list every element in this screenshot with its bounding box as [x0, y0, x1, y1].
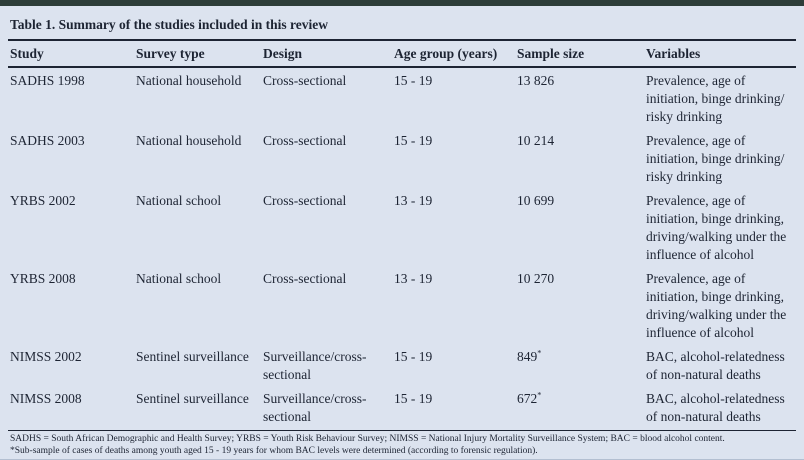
cell-survey-type: National household	[136, 133, 242, 148]
cell-sample-size: 13 826	[515, 67, 644, 128]
cell-study: YRBS 2008	[10, 271, 76, 286]
cell-variables: BAC, alcohol-relatedness of non-natural …	[646, 391, 785, 424]
cell-sample-size: 10 214	[515, 128, 644, 188]
footnote-abbreviations: SADHS = South African Demographic and He…	[10, 434, 725, 444]
col-header-sample-size: Sample size	[515, 41, 644, 68]
cell-study: SADHS 1998	[10, 73, 85, 88]
table-row: NIMSS 2008 Sentinel surveillance Surveil…	[8, 386, 796, 428]
sample-size-value: 849	[517, 349, 538, 364]
sample-size-value: 10 699	[517, 193, 555, 208]
table-title: Table 1. Summary of the studies included…	[8, 12, 796, 41]
cell-age-group: 15 - 19	[394, 391, 433, 406]
cell-survey-type: National household	[136, 73, 242, 88]
col-header-design: Design	[261, 41, 392, 68]
cell-sample-size: 672*	[515, 386, 644, 428]
cell-survey-type: Sentinel surveillance	[136, 349, 249, 364]
cell-variables: Prevalence, age of initiation, binge dri…	[646, 271, 787, 340]
table-top-rule	[0, 0, 804, 6]
table-row: SADHS 1998 National household Cross-sect…	[8, 67, 796, 128]
col-header-survey-type: Survey type	[134, 41, 261, 68]
cell-study: SADHS 2003	[10, 133, 85, 148]
studies-table: Study Survey type Design Age group (year…	[8, 41, 796, 428]
table-row: YRBS 2002 National school Cross-sectiona…	[8, 188, 796, 266]
cell-age-group: 15 - 19	[394, 133, 433, 148]
header-row: Study Survey type Design Age group (year…	[8, 41, 796, 68]
cell-variables: Prevalence, age of initiation, binge dri…	[646, 193, 787, 262]
cell-sample-size: 10 270	[515, 266, 644, 344]
cell-sample-size: 849*	[515, 344, 644, 386]
cell-survey-type: Sentinel surveillance	[136, 391, 249, 406]
footnote-marker: *	[537, 348, 542, 358]
table-row: YRBS 2008 National school Cross-sectiona…	[8, 266, 796, 344]
cell-variables: Prevalence, age of initiation, binge dri…	[646, 73, 785, 124]
cell-design: Cross-sectional	[263, 193, 347, 208]
cell-age-group: 13 - 19	[394, 271, 433, 286]
footnote-subsample: *Sub-sample of cases of deaths among you…	[10, 445, 538, 456]
sample-size-value: 13 826	[517, 73, 555, 88]
cell-variables: Prevalence, age of initiation, binge dri…	[646, 133, 785, 184]
sample-size-value: 10 270	[517, 271, 555, 286]
cell-survey-type: National school	[136, 271, 222, 286]
sample-size-value: 672	[517, 391, 538, 406]
table-row: NIMSS 2002 Sentinel surveillance Surveil…	[8, 344, 796, 386]
cell-age-group: 15 - 19	[394, 349, 433, 364]
sample-size-value: 10 214	[517, 133, 555, 148]
col-header-study: Study	[8, 41, 134, 68]
cell-design: Cross-sectional	[263, 73, 347, 88]
table-footnotes: SADHS = South African Demographic and He…	[8, 430, 796, 457]
cell-study: YRBS 2002	[10, 193, 76, 208]
cell-survey-type: National school	[136, 193, 222, 208]
cell-sample-size: 10 699	[515, 188, 644, 266]
cell-design: Cross-sectional	[263, 271, 347, 286]
cell-design: Cross-sectional	[263, 133, 347, 148]
cell-age-group: 15 - 19	[394, 73, 433, 88]
footnote-marker: *	[537, 390, 542, 400]
cell-design: Surveillance/cross- sectional	[263, 349, 367, 382]
cell-study: NIMSS 2002	[10, 349, 82, 364]
cell-age-group: 13 - 19	[394, 193, 433, 208]
col-header-age-group: Age group (years)	[392, 41, 515, 68]
cell-study: NIMSS 2008	[10, 391, 82, 406]
col-header-variables: Variables	[644, 41, 796, 68]
table-row: SADHS 2003 National household Cross-sect…	[8, 128, 796, 188]
cell-design: Surveillance/cross- sectional	[263, 391, 367, 424]
cell-variables: BAC, alcohol-relatedness of non-natural …	[646, 349, 785, 382]
